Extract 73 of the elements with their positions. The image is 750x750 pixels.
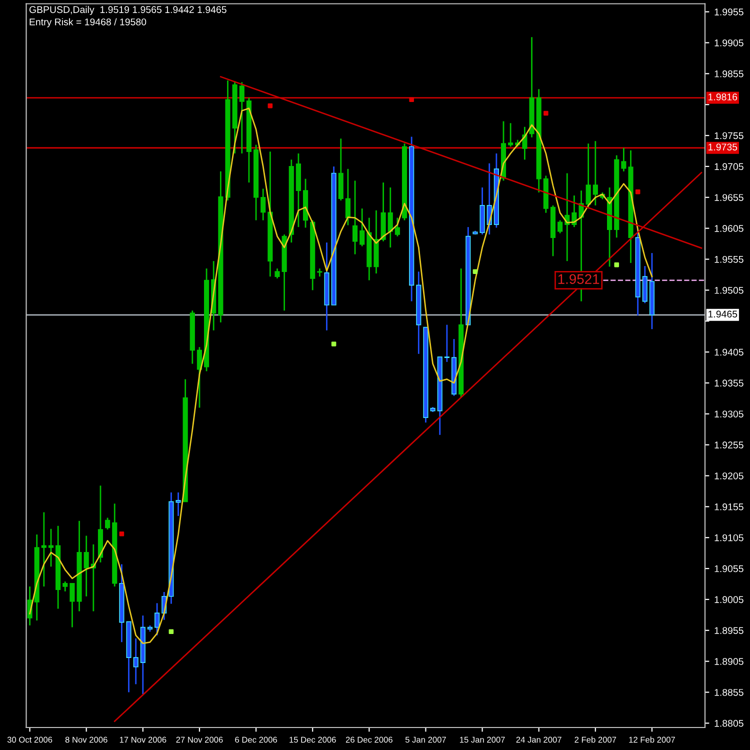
candlestick xyxy=(274,268,280,280)
candlestick xyxy=(41,512,46,588)
annotation: Entry Risk = 19468 / 19580 xyxy=(30,18,146,28)
y-tick-label: 1.9555 xyxy=(714,256,744,263)
candlestick xyxy=(196,346,202,408)
y-tick-label: 1.9205 xyxy=(714,472,744,480)
candlestick xyxy=(48,528,54,568)
ref-line-label: 1.9521 xyxy=(558,274,600,284)
y-tick-label: 1.9705 xyxy=(714,163,744,170)
candlestick xyxy=(394,217,400,238)
point xyxy=(635,189,640,194)
x-tick-label: 27 Nov 2006 xyxy=(176,736,223,743)
y-tick-label: 1.9305 xyxy=(714,410,744,418)
x-tick-label: 26 Dec 2006 xyxy=(346,736,392,743)
candlestick xyxy=(239,82,244,154)
y-tick-label: 1.9905 xyxy=(714,39,744,46)
y-tick-label: 1.8905 xyxy=(714,658,744,665)
y-tick-label: 1.8955 xyxy=(714,627,744,634)
candlestick xyxy=(176,492,181,517)
y-tick-label: 1.9855 xyxy=(714,70,744,78)
y-tick-label: 1.9655 xyxy=(714,194,744,201)
point xyxy=(472,269,478,274)
ref-line-label: 1.9816 xyxy=(708,94,738,100)
x-tick-label: 17 Nov 2006 xyxy=(120,736,166,743)
candlestick xyxy=(154,602,160,636)
candlestick xyxy=(586,142,591,208)
candlestick xyxy=(558,220,563,234)
x-tick-label: 30 Oct 2006 xyxy=(7,736,52,743)
candlestick xyxy=(592,140,598,206)
x-tick-label: 12 Feb 2007 xyxy=(629,736,675,743)
candlestick xyxy=(62,580,68,592)
candlestick xyxy=(84,535,89,598)
x-tick-label: 6 Dec 2006 xyxy=(235,736,277,743)
y-tick-label: 1.9055 xyxy=(714,565,744,572)
y-tick-label: 1.9005 xyxy=(714,596,744,604)
x-tick-label: 5 Jan 2007 xyxy=(405,736,446,743)
x-tick-label: 15 Jan 2007 xyxy=(460,736,505,743)
point xyxy=(409,97,414,102)
candlestick xyxy=(388,186,393,248)
x-tick-label: 15 Dec 2006 xyxy=(290,736,336,743)
y-tick-label: 1.9355 xyxy=(714,380,744,387)
candlestick xyxy=(133,638,138,685)
y-tick-label: 1.8805 xyxy=(714,720,744,727)
y-tick-label: 1.9955 xyxy=(714,8,744,16)
point xyxy=(544,110,548,116)
y-tick-label: 1.9505 xyxy=(714,286,744,294)
point xyxy=(331,342,336,346)
y-tick-label: 1.9255 xyxy=(714,442,744,448)
x-tick-label: 8 Nov 2006 xyxy=(65,736,108,743)
point xyxy=(119,531,124,536)
candlestick xyxy=(444,324,450,363)
y-tick-label: 1.9605 xyxy=(714,225,744,232)
point xyxy=(168,629,174,634)
candlestick xyxy=(352,180,358,255)
candlestick xyxy=(621,147,626,172)
candlestick xyxy=(70,582,75,628)
candlestick xyxy=(105,517,110,530)
chart-title: GBPUSD,Daily 1.9519 1.9565 1.9442 1.9465 xyxy=(29,6,226,15)
x-tick-label: 24 Jan 2007 xyxy=(516,736,562,743)
candlestick xyxy=(260,188,266,221)
x-tick-label: 2 Feb 2007 xyxy=(574,736,616,743)
y-tick-label: 1.9105 xyxy=(714,534,744,542)
candlestick xyxy=(508,122,514,148)
candlestick xyxy=(345,168,350,226)
y-tick-label: 1.9755 xyxy=(714,132,744,140)
y-tick-label: 1.9155 xyxy=(714,503,744,510)
point xyxy=(614,262,620,268)
ref-line-label: 1.9465 xyxy=(708,310,738,318)
candlestick xyxy=(360,208,365,247)
y-tick-label: 1.9405 xyxy=(714,348,744,356)
y-tick-label: 1.8855 xyxy=(714,688,744,696)
ref-line-label: 1.9735 xyxy=(708,144,738,150)
point xyxy=(268,103,273,108)
